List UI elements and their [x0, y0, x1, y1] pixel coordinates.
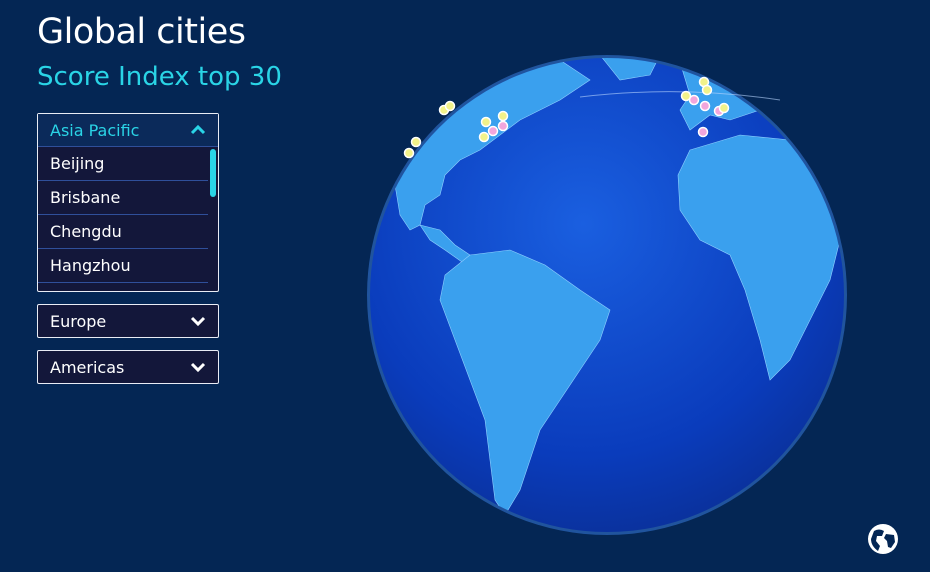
city-marker[interactable] [701, 84, 713, 96]
city-marker[interactable] [718, 102, 730, 114]
city-marker[interactable] [680, 90, 692, 102]
greenland [599, 58, 661, 81]
globe-icon[interactable] [866, 522, 900, 556]
chevron-down-icon [190, 362, 206, 373]
page-subtitle: Score Index top 30 [37, 62, 282, 92]
south-america [439, 249, 611, 516]
dropdown-header-americas[interactable]: Americas [38, 351, 218, 383]
list-item[interactable]: Beijing [38, 147, 208, 181]
list-item[interactable]: Hangzhou [38, 249, 208, 283]
city-marker[interactable] [688, 94, 700, 106]
city-markers [403, 76, 730, 159]
city-marker[interactable] [403, 147, 415, 159]
dropdown-header-europe[interactable]: Europe [38, 305, 218, 337]
city-list: Beijing Brisbane Chengdu Hangzhou [38, 147, 218, 290]
scrollbar[interactable] [210, 149, 216, 197]
route-line [579, 91, 781, 101]
list-item[interactable]: Chengdu [38, 215, 208, 249]
city-marker[interactable] [487, 125, 499, 137]
dropdown-header-asia-pacific[interactable]: Asia Pacific [38, 114, 218, 147]
city-marker[interactable] [410, 136, 422, 148]
city-marker[interactable] [497, 110, 509, 122]
dropdown-asia-pacific: Asia Pacific Beijing Brisbane Chengdu Ha… [37, 113, 219, 292]
dropdown-europe[interactable]: Europe [37, 304, 219, 338]
chevron-up-icon [190, 124, 206, 135]
city-marker[interactable] [478, 131, 490, 143]
dropdown-label: Europe [50, 311, 107, 331]
city-marker[interactable] [480, 116, 492, 128]
city-marker[interactable] [697, 126, 709, 138]
dropdown-label: Americas [50, 357, 125, 377]
list-item[interactable]: Brisbane [38, 181, 208, 215]
dropdown-label: Asia Pacific [50, 120, 140, 140]
city-marker[interactable] [699, 100, 711, 112]
city-marker[interactable] [444, 100, 456, 112]
chevron-down-icon [190, 316, 206, 327]
dropdown-americas[interactable]: Americas [37, 350, 219, 384]
page-title: Global cities [37, 12, 246, 52]
city-marker[interactable] [497, 120, 509, 132]
